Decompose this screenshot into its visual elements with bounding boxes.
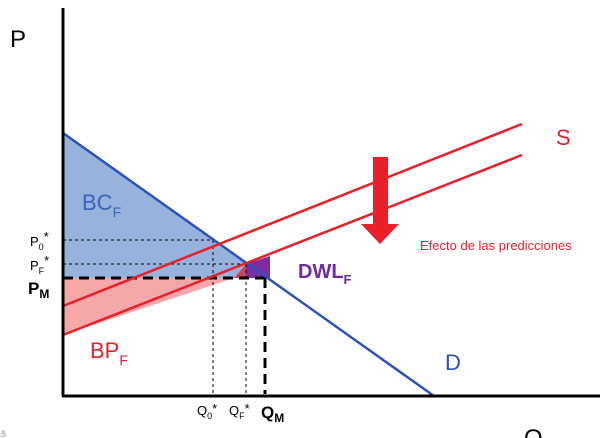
bc-label: BCF bbox=[82, 190, 121, 220]
pm-label: PM bbox=[28, 279, 49, 301]
prediction-effect-annotation: Efecto de las predicciones bbox=[420, 238, 572, 253]
x-axis-label: Q bbox=[524, 425, 543, 438]
demand-curve bbox=[62, 131, 435, 398]
qf-label: QF* bbox=[229, 401, 250, 421]
y-axis-label: P bbox=[10, 26, 26, 53]
supply-curve-original bbox=[62, 122, 523, 308]
q0-label: Q0* bbox=[197, 401, 217, 421]
p0-label: P0* bbox=[30, 229, 49, 252]
consumer-benefit-area bbox=[63, 133, 246, 278]
producer-benefit-area bbox=[63, 278, 234, 335]
bp-label: BPF bbox=[90, 338, 128, 368]
shift-down-arrow bbox=[361, 157, 399, 244]
demand-label: D bbox=[445, 350, 461, 375]
deadweight-loss-area bbox=[246, 256, 270, 278]
pf-label: PF* bbox=[30, 253, 49, 276]
deadweight-loss-red-part bbox=[234, 264, 246, 278]
supply-label: S bbox=[556, 125, 571, 150]
qm-label: QM bbox=[261, 403, 284, 425]
corner-mark: 2015 bbox=[0, 429, 6, 438]
dwl-label: DWLF bbox=[298, 261, 352, 287]
supply-curve-forecast bbox=[62, 153, 523, 337]
